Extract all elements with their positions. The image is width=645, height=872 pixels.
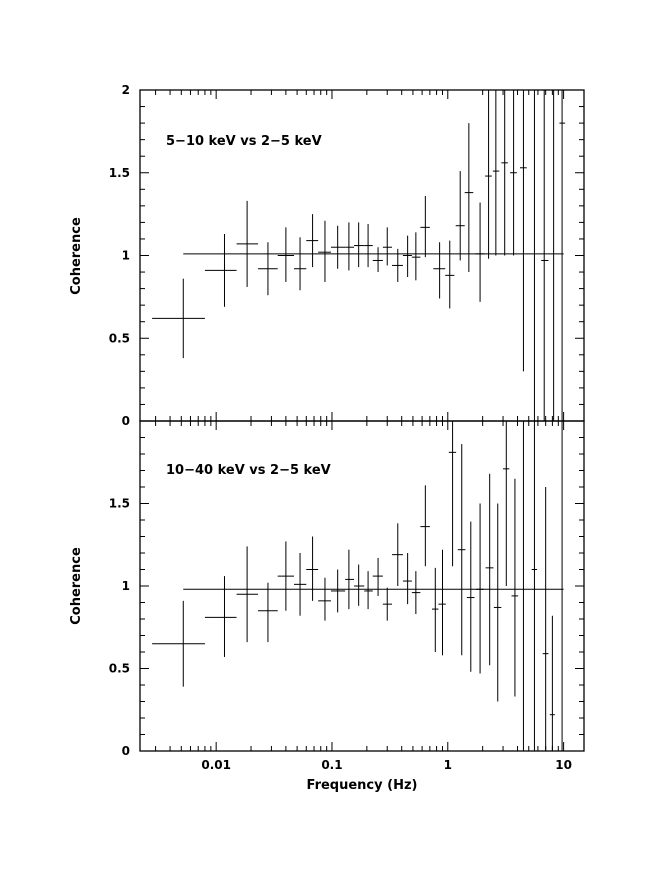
top-data-point xyxy=(492,90,500,256)
bottom-data-point xyxy=(485,473,494,666)
bottom-data-point xyxy=(392,523,403,586)
bottom-data-point xyxy=(438,549,446,656)
bottom-y-tick-label: 1 xyxy=(122,579,130,593)
bottom-data-point xyxy=(431,567,439,652)
bottom-data-point xyxy=(293,553,307,616)
top-data-points xyxy=(152,90,566,421)
bottom-data-point xyxy=(466,521,475,672)
x-tick-label: 0.1 xyxy=(321,758,342,772)
top-panel: 5−10 keV vs 2−5 keV Coherence 0 0.5 1 1.5 2 xyxy=(69,83,585,428)
top-panel-annotation: 5−10 keV vs 2−5 keV xyxy=(166,134,322,149)
bottom-data-point xyxy=(549,615,555,751)
top-data-point xyxy=(392,248,403,282)
bottom-data-point xyxy=(258,582,278,643)
top-data-point xyxy=(501,90,508,256)
bottom-data-point xyxy=(364,571,373,610)
top-data-point xyxy=(445,240,455,309)
top-y-tick-label: 2 xyxy=(122,83,130,97)
bottom-data-point xyxy=(420,485,430,567)
top-y-tick-label: 1 xyxy=(122,249,130,263)
top-data-point xyxy=(318,220,331,282)
bottom-data-point xyxy=(531,421,538,751)
x-axis-label: Frequency (Hz) xyxy=(307,778,418,793)
top-data-point xyxy=(330,225,346,269)
top-data-point xyxy=(277,227,294,282)
top-data-point xyxy=(433,242,446,299)
top-data-point xyxy=(510,90,517,256)
bottom-data-point xyxy=(476,503,484,674)
bottom-data-point xyxy=(372,557,383,596)
top-y-tick-label: 1.5 xyxy=(109,166,130,180)
bottom-y-tick-label: 0.5 xyxy=(109,662,130,676)
top-data-point xyxy=(559,90,566,421)
top-data-point xyxy=(402,235,412,278)
top-y-axis-label: Coherence xyxy=(69,217,84,295)
bottom-data-point xyxy=(503,421,510,586)
top-data-point xyxy=(204,233,237,307)
x-tick-label: 0.01 xyxy=(201,758,231,772)
top-data-point xyxy=(455,171,465,261)
bottom-data-point xyxy=(306,536,319,601)
bottom-data-point xyxy=(411,571,421,615)
bottom-data-point xyxy=(277,541,294,611)
top-data-point xyxy=(345,222,355,271)
top-data-point xyxy=(411,232,421,281)
top-data-point xyxy=(485,90,492,259)
bottom-data-point xyxy=(542,487,549,751)
top-data-point xyxy=(306,214,319,268)
bottom-x-ticks: 0.01 0.1 1 10 xyxy=(155,421,572,772)
bottom-data-point xyxy=(457,444,466,656)
top-data-point xyxy=(382,227,393,266)
bottom-y-axis-label: Coherence xyxy=(69,547,84,625)
top-data-point xyxy=(420,195,430,258)
top-y-tick-label: 0 xyxy=(122,414,130,428)
bottom-y-tick-label: 0 xyxy=(122,744,130,758)
x-tick-label: 10 xyxy=(555,758,572,772)
top-data-point xyxy=(236,200,259,287)
bottom-data-point xyxy=(354,564,365,606)
top-data-point xyxy=(475,202,485,302)
top-data-point xyxy=(519,90,527,372)
top-data-point xyxy=(364,224,373,268)
bottom-y-ticks: 0 0.5 1 1.5 xyxy=(109,420,584,758)
x-tick-label: 1 xyxy=(444,758,452,772)
bottom-data-point xyxy=(511,478,519,697)
bottom-data-point xyxy=(152,600,205,687)
bottom-data-point xyxy=(345,549,355,610)
top-x-ticks xyxy=(155,90,565,421)
bottom-data-point xyxy=(493,503,502,702)
top-data-point xyxy=(293,237,307,291)
top-data-point xyxy=(152,278,205,359)
bottom-data-point xyxy=(318,577,331,621)
bottom-y-tick-label: 1.5 xyxy=(109,497,130,511)
top-data-point xyxy=(541,90,549,421)
bottom-data-point xyxy=(402,553,412,605)
bottom-panel: 10−40 keV vs 2−5 keV Coherence Frequency… xyxy=(69,420,585,793)
bottom-panel-annotation: 10−40 keV vs 2−5 keV xyxy=(166,463,331,478)
bottom-data-point xyxy=(236,546,259,643)
bottom-data-point xyxy=(204,576,237,657)
top-y-ticks: 0 0.5 1 1.5 2 xyxy=(109,83,584,428)
bottom-data-point xyxy=(448,421,457,567)
top-data-point xyxy=(258,242,278,296)
bottom-data-point xyxy=(382,587,393,621)
bottom-data-point xyxy=(330,569,346,613)
top-data-point xyxy=(372,247,383,273)
top-data-point xyxy=(464,123,474,273)
top-data-point xyxy=(354,222,365,268)
bottom-data-points xyxy=(152,421,563,751)
top-y-tick-label: 0.5 xyxy=(109,331,130,345)
